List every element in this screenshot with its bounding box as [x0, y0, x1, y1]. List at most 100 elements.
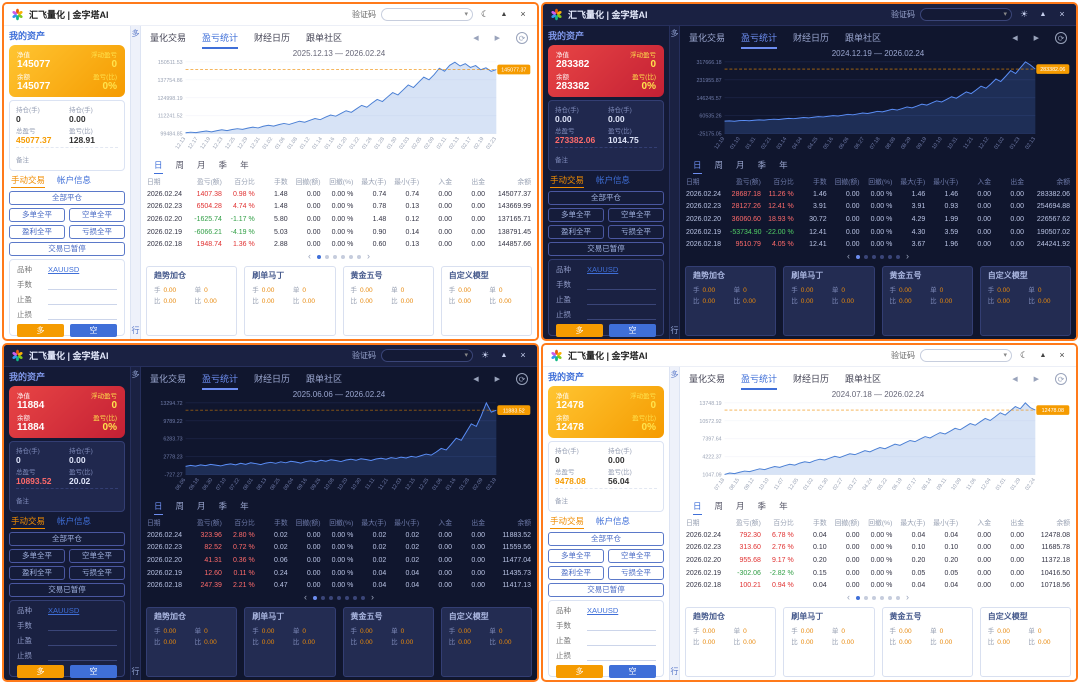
arrow-right-icon[interactable]: ▶	[494, 376, 500, 383]
tab-account-info[interactable]: 帐户信息	[57, 516, 92, 526]
close-all-button[interactable]: 全部平仓	[9, 191, 125, 205]
page-dot[interactable]	[880, 254, 884, 259]
period-year[interactable]: 年	[240, 160, 249, 170]
page-dot[interactable]	[325, 254, 329, 259]
close-icon[interactable]: ×	[1059, 9, 1065, 19]
close-short-button[interactable]: 空单全平	[69, 208, 125, 222]
tab-finance-calendar[interactable]: 财经日历	[254, 373, 291, 384]
page-dot[interactable]	[856, 595, 860, 600]
pager-prev-icon[interactable]: ‹	[304, 592, 307, 603]
arrow-right-icon[interactable]: ▶	[1033, 35, 1039, 42]
arrow-left-icon[interactable]: ◀	[1012, 376, 1018, 383]
tab-copy-community[interactable]: 跟单社区	[845, 32, 882, 43]
period-day[interactable]: 日	[693, 501, 702, 515]
trading-paused-button[interactable]: 交易已暂停	[9, 583, 125, 597]
captcha-select[interactable]: ▾	[381, 349, 473, 362]
tp-input[interactable]	[48, 295, 117, 305]
page-dot[interactable]	[864, 254, 868, 259]
tab-manual-trade[interactable]: 手动交易	[11, 174, 46, 188]
period-week[interactable]: 周	[175, 501, 185, 511]
page-dot[interactable]	[872, 595, 876, 600]
minimize-icon[interactable]: ▲	[1039, 11, 1047, 18]
tab-copy-community[interactable]: 跟单社区	[306, 373, 343, 384]
minimize-icon[interactable]: ▲	[500, 11, 508, 18]
tab-pl-stats[interactable]: 盈亏统计	[741, 27, 778, 49]
buy-button[interactable]: 多	[17, 324, 64, 337]
page-dot[interactable]	[880, 595, 884, 600]
captcha-select[interactable]: ▾	[920, 8, 1012, 21]
captcha-select[interactable]: ▾	[920, 349, 1012, 362]
tab-quant-trading[interactable]: 量化交易	[150, 373, 187, 384]
sell-button[interactable]: 空	[609, 665, 656, 678]
page-dot[interactable]	[341, 254, 345, 259]
close-all-button[interactable]: 全部平仓	[9, 532, 125, 546]
tab-account-info[interactable]: 帐户信息	[596, 516, 631, 526]
sell-button[interactable]: 空	[70, 324, 117, 337]
page-dot[interactable]	[896, 254, 900, 259]
tab-finance-calendar[interactable]: 财经日历	[254, 32, 291, 43]
trading-paused-button[interactable]: 交易已暂停	[548, 583, 664, 597]
sell-button[interactable]: 空	[70, 665, 117, 678]
period-quarter[interactable]: 季	[757, 160, 767, 170]
close-icon[interactable]: ×	[520, 9, 526, 19]
close-icon[interactable]: ×	[1059, 350, 1065, 360]
page-dot[interactable]	[888, 254, 892, 259]
page-dot[interactable]	[317, 254, 321, 259]
tp-input[interactable]	[587, 636, 656, 646]
arrow-left-icon[interactable]: ◀	[1012, 35, 1018, 42]
minimize-icon[interactable]: ▲	[1039, 352, 1047, 359]
sidebar-collapse-strip[interactable]: 多 行	[669, 26, 680, 339]
close-loss-button[interactable]: 亏损全平	[69, 566, 125, 580]
sell-button[interactable]: 空	[609, 324, 656, 337]
refresh-icon[interactable]: ⟳	[516, 32, 528, 44]
tab-finance-calendar[interactable]: 财经日历	[793, 32, 830, 43]
arrow-right-icon[interactable]: ▶	[494, 35, 500, 42]
page-dot[interactable]	[349, 254, 353, 259]
period-month[interactable]: 月	[736, 160, 745, 170]
tab-quant-trading[interactable]: 量化交易	[689, 32, 726, 43]
close-loss-button[interactable]: 亏损全平	[608, 225, 664, 239]
sl-input[interactable]	[587, 651, 656, 661]
pager-next-icon[interactable]: ›	[906, 592, 909, 603]
page-dot[interactable]	[329, 595, 333, 600]
sl-input[interactable]	[587, 310, 656, 320]
tab-pl-stats[interactable]: 盈亏统计	[741, 368, 778, 390]
close-icon[interactable]: ×	[520, 350, 526, 360]
period-quarter[interactable]: 季	[218, 160, 228, 170]
period-month[interactable]: 月	[736, 501, 745, 511]
sl-input[interactable]	[48, 310, 117, 320]
tab-account-info[interactable]: 帐户信息	[57, 175, 92, 185]
page-dot[interactable]	[888, 595, 892, 600]
period-week[interactable]: 周	[175, 160, 185, 170]
close-long-button[interactable]: 多单全平	[9, 549, 65, 563]
close-profit-button[interactable]: 盈利全平	[548, 566, 604, 580]
tp-input[interactable]	[48, 636, 117, 646]
tab-quant-trading[interactable]: 量化交易	[689, 373, 726, 384]
pager-prev-icon[interactable]: ‹	[308, 251, 311, 262]
tab-manual-trade[interactable]: 手动交易	[11, 515, 46, 529]
trading-paused-button[interactable]: 交易已暂停	[548, 242, 664, 256]
page-dot[interactable]	[856, 254, 860, 259]
symbol-link[interactable]: XAUUSD	[587, 606, 619, 615]
page-dot[interactable]	[345, 595, 349, 600]
sidebar-collapse-strip[interactable]: 多 行	[669, 367, 680, 680]
theme-toggle-icon[interactable]: ☀	[1019, 9, 1029, 19]
symbol-link[interactable]: XAUUSD	[48, 606, 80, 615]
close-loss-button[interactable]: 亏损全平	[608, 566, 664, 580]
close-short-button[interactable]: 空单全平	[608, 208, 664, 222]
period-quarter[interactable]: 季	[218, 501, 228, 511]
close-long-button[interactable]: 多单全平	[548, 208, 604, 222]
sidebar-collapse-strip[interactable]: 多 行	[130, 26, 141, 339]
tab-quant-trading[interactable]: 量化交易	[150, 32, 187, 43]
refresh-icon[interactable]: ⟳	[1055, 32, 1067, 44]
arrow-right-icon[interactable]: ▶	[1033, 376, 1039, 383]
refresh-icon[interactable]: ⟳	[516, 373, 528, 385]
